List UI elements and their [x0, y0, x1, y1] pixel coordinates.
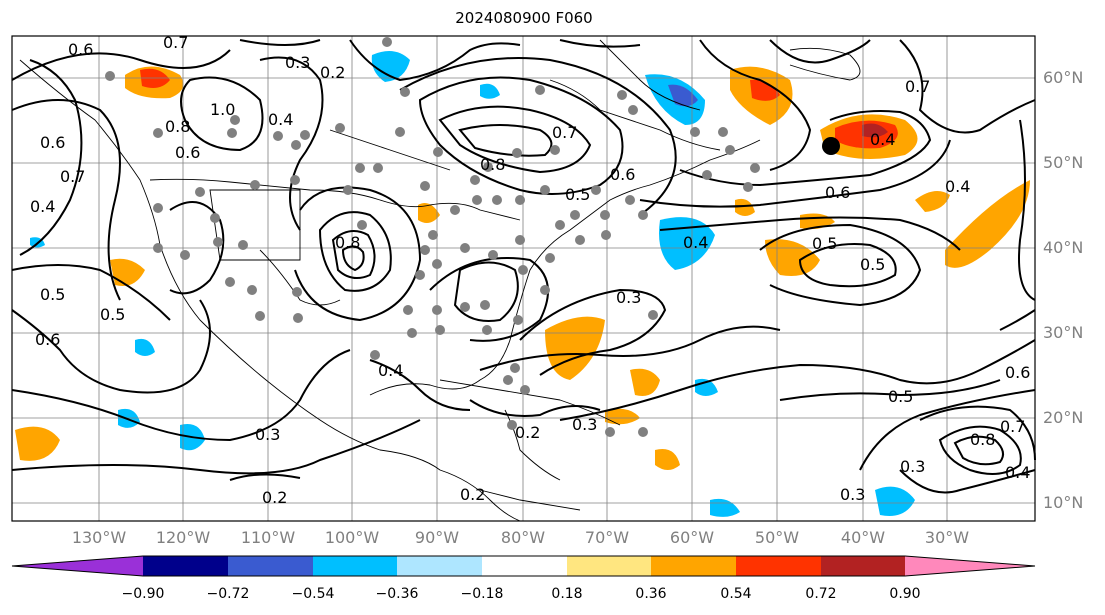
contour-label: 0.4	[378, 361, 403, 380]
contour-label: 0.6	[610, 165, 635, 184]
lon-label: 30°W	[924, 528, 970, 547]
contour-label: 0.8	[480, 155, 505, 174]
contour-label: 0.6	[1005, 363, 1030, 382]
lat-label: 10°N	[1043, 493, 1084, 512]
contour-label: 0.3	[285, 53, 310, 72]
map-title: 2024080900 F060	[455, 9, 593, 27]
lon-label: 60°W	[669, 528, 715, 547]
lat-label: 20°N	[1043, 408, 1084, 427]
colorbar-tick: 0.90	[889, 586, 921, 602]
hot-anomaly-shading	[140, 68, 898, 149]
colorbar-segment	[482, 556, 567, 576]
contour-label: 0.8	[335, 233, 360, 252]
contour-label: 0.7	[163, 33, 188, 52]
contour-label: 0.5	[860, 255, 885, 274]
contour-label: 0.5	[100, 305, 125, 324]
colorbar-tick: 0.36	[635, 586, 667, 602]
lon-label: 80°W	[500, 528, 546, 547]
lon-label: 110°W	[240, 528, 296, 547]
colorbar-tick: −0.54	[291, 586, 335, 602]
contour-label: 0.3	[255, 425, 280, 444]
contour-label: 0.4	[268, 110, 293, 129]
contour-label-group: 0.7 0.6 0.3 0.2 1.0 0.8 0.6 0.4 0.6 0.7 …	[30, 33, 1030, 507]
colorbar-tick: −0.72	[206, 586, 250, 602]
colorbar-tick: −0.36	[375, 586, 419, 602]
contour-label: 0.4	[870, 130, 895, 149]
lat-label: 30°N	[1043, 323, 1084, 342]
contour-label: 0.5	[812, 234, 837, 253]
lon-label: 50°W	[754, 528, 800, 547]
colorbar-segment	[651, 556, 736, 576]
colorbar-segment	[905, 556, 1035, 576]
contour-label: 0.7	[1000, 417, 1025, 436]
contour-label: 0.7	[60, 167, 85, 186]
lon-label: 100°W	[324, 528, 380, 547]
colorbar-tick: −0.18	[460, 586, 504, 602]
colorbar-segment	[313, 556, 397, 576]
contour-label: 0.2	[320, 63, 345, 82]
contour-label: 0.8	[970, 430, 995, 449]
contour-label: 0.4	[945, 177, 970, 196]
colorbar-tick: 0.54	[720, 586, 752, 602]
contour-label: 0.4	[683, 233, 708, 252]
contour-label: 0.5	[40, 285, 65, 304]
colorbar-tick: 0.72	[805, 586, 837, 602]
contour-label: 0.3	[616, 288, 641, 307]
contour-label: 0.6	[40, 133, 65, 152]
map-frame	[11, 35, 1036, 522]
contour-label: 0.6	[35, 330, 60, 349]
highlight-point	[822, 137, 840, 155]
lat-label: 40°N	[1043, 238, 1084, 257]
colorbar-tick: 0.18	[551, 586, 583, 602]
contour-label: 0.3	[840, 485, 865, 504]
colorbar-segment	[143, 556, 228, 576]
contour-label: 0.5	[888, 387, 913, 406]
colorbar-tick: −0.90	[121, 586, 165, 602]
station-markers	[105, 37, 760, 437]
lat-label: 50°N	[1043, 153, 1084, 172]
contour-label: 0.3	[572, 415, 597, 434]
colorbar-segment	[228, 556, 313, 576]
lat-label: 60°N	[1043, 68, 1084, 87]
contour-label: 0.2	[262, 488, 287, 507]
contour-label: 0.6	[825, 183, 850, 202]
colorbar-segment	[397, 556, 482, 576]
lon-label: 90°W	[414, 528, 460, 547]
colorbar-segment	[567, 556, 651, 576]
contour-label: 0.7	[552, 123, 577, 142]
coastlines	[19, 39, 861, 522]
contour-label: 1.0	[210, 100, 235, 119]
lon-label: 130°W	[71, 528, 127, 547]
colorbar-segment	[12, 556, 143, 576]
contour-label: 0.5	[565, 185, 590, 204]
colorbar-segment	[736, 556, 821, 576]
deep-cold-shading	[668, 84, 698, 107]
colorbar-segment	[821, 556, 905, 576]
contour-label: 0.8	[165, 117, 190, 136]
lon-label: 40°W	[840, 528, 886, 547]
lon-label: 120°W	[155, 528, 211, 547]
colorbar	[11, 555, 1036, 577]
contour-label: 0.2	[460, 485, 485, 504]
contour-label: 0.4	[1005, 463, 1030, 482]
contour-label: 0.7	[905, 77, 930, 96]
contour-label: 0.4	[30, 197, 55, 216]
contour-label: 0.6	[68, 40, 93, 59]
contour-label: 0.2	[515, 423, 540, 442]
contour-label: 0.3	[900, 457, 925, 476]
contour-label: 0.6	[175, 143, 200, 162]
lon-label: 70°W	[584, 528, 630, 547]
